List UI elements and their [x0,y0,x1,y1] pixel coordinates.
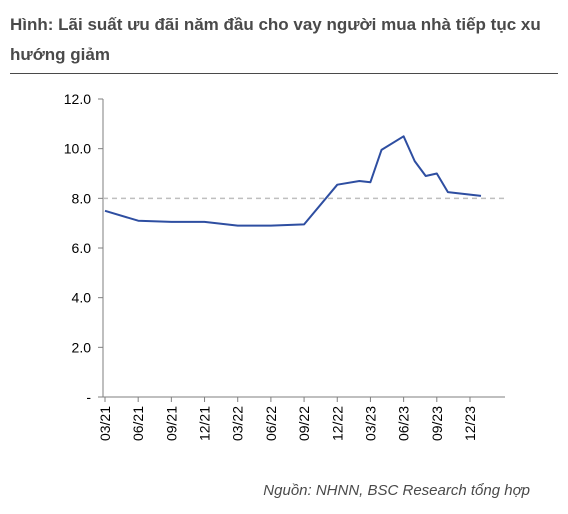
y-tick-label: 12.0 [64,91,91,107]
x-tick-label: 12/21 [197,406,213,441]
series-group [104,135,482,227]
x-tick-label: 09/22 [296,406,312,441]
y-tick-label: 10.0 [64,141,91,157]
y-tick-label: 4.0 [72,290,92,306]
chart-source: Nguồn: NHNN, BSC Research tổng hợp [263,482,530,499]
x-tick-label: 06/23 [396,406,412,441]
y-tick-label: 6.0 [72,240,92,256]
x-tick-label: 09/23 [429,406,445,441]
x-tick-label: 12/22 [329,406,345,441]
tick-labels: - 2.0 4.0 6.0 8.0 10.0 12.0 03/21 06/21 09/21 12/2… [64,91,478,441]
chart-title: Hình: Lãi suất ưu đãi năm đầu cho vay ng… [10,15,541,64]
x-tick-label: 03/23 [362,406,378,441]
x-tick-label: 03/22 [230,406,246,441]
y-tick-label: 8.0 [72,190,92,206]
x-tick-label: 06/21 [130,406,146,441]
chart-axes [98,98,505,402]
x-tick-label: 06/22 [263,406,279,441]
y-tick-label: 2.0 [72,339,92,355]
x-tick-label: 03/21 [97,406,113,441]
x-tick-label: 09/21 [163,406,179,441]
y-tick-label: - [86,389,91,405]
x-tick-label: 12/23 [462,406,478,441]
title-divider [10,73,558,74]
series-line [104,135,482,227]
